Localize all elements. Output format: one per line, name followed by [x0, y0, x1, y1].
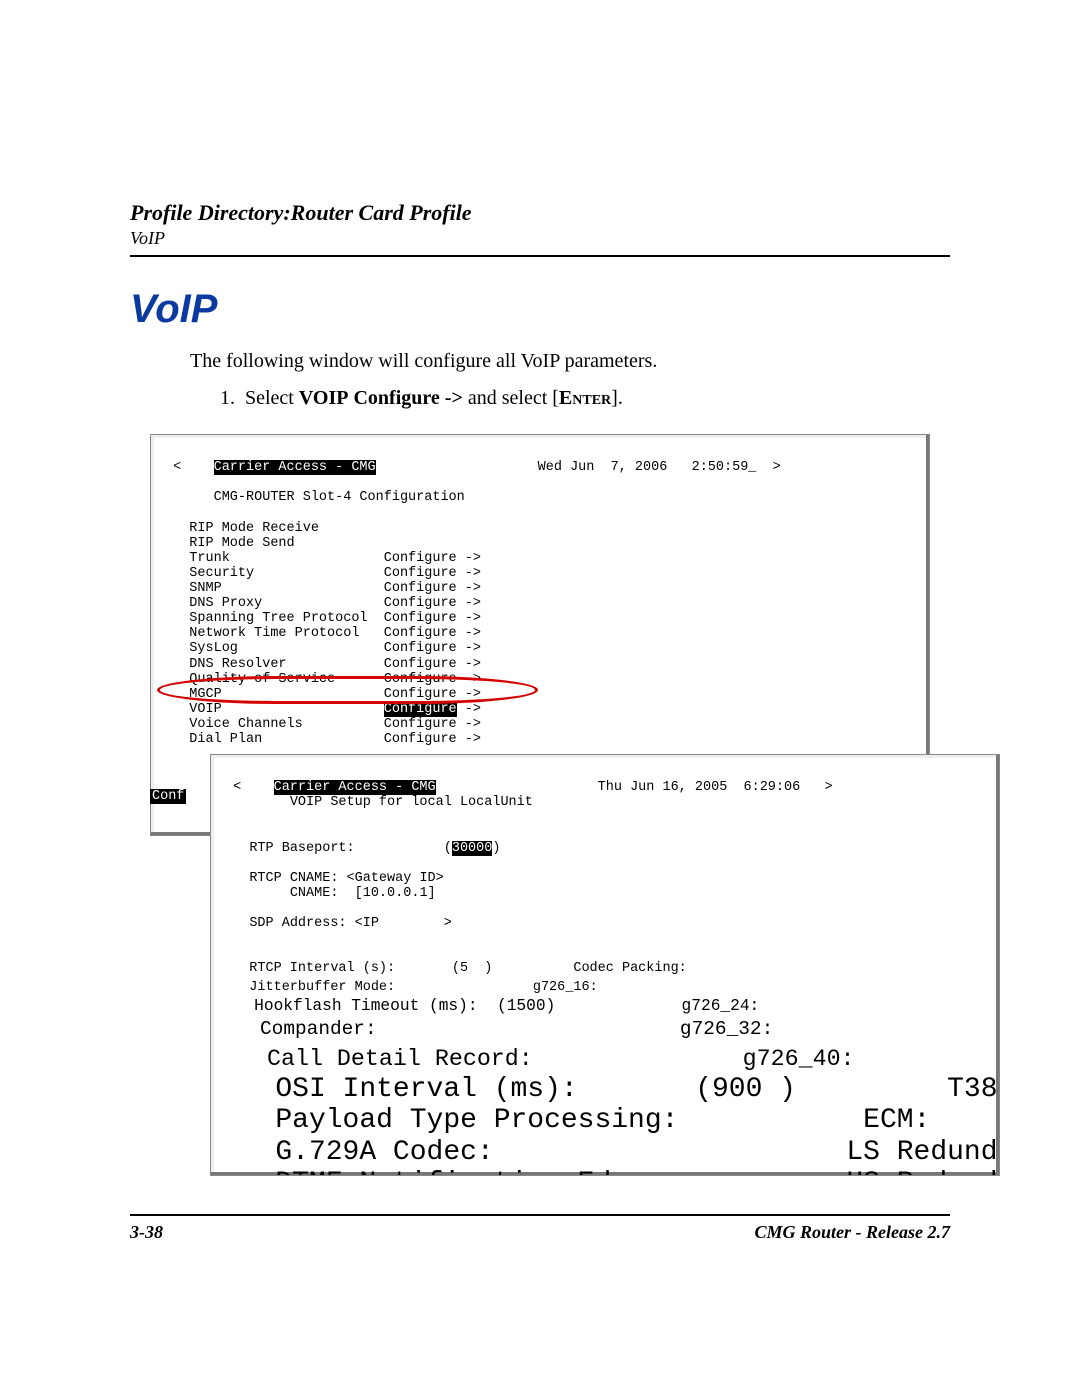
step-text-pre: Select: [245, 387, 299, 409]
terminal-window-2: < Carrier Access - CMG Thu Jun 16, 2005 …: [210, 754, 1000, 1176]
win2-rtp-value[interactable]: 30000: [452, 841, 493, 856]
step-bold-configure: Configure ->: [353, 387, 462, 409]
win1-config-rows: RIP Mode Receive RIP Mode Send Trunk Con…: [165, 521, 481, 748]
win1-title: Carrier Access - CMG: [214, 460, 376, 475]
win1-topbar: < Carrier Access - CMG Wed Jun 7, 2006 2…: [165, 460, 781, 475]
win2-rtp-row: RTP Baseport: (30000): [225, 841, 500, 856]
win2-subtitle: VOIP Setup for local LocalUnit: [225, 795, 533, 810]
footer-page-number: 3-38: [130, 1222, 163, 1243]
win2-columns: RTCP Interval (s): (5 ) Codec Packing: J…: [225, 961, 1000, 1176]
header-sub: VoIP: [130, 228, 950, 249]
intro-text: The following window will configure all …: [190, 350, 950, 373]
step-enter-key: Enter: [559, 387, 611, 409]
page-footer: 3-38 CMG Router - Release 2.7: [130, 1222, 950, 1243]
win2-sdp: SDP Address: <IP >: [225, 916, 452, 931]
header-title: Profile Directory:Router Card Profile: [130, 200, 950, 226]
win2-datetime: Thu Jun 16, 2005 6:29:06: [598, 780, 801, 795]
step-bold-voip: VOIP: [299, 387, 349, 409]
step-number: 1.: [220, 387, 235, 409]
win2-rtcp1: RTCP CNAME: <Gateway ID>: [225, 871, 444, 886]
win2-topbar: < Carrier Access - CMG Thu Jun 16, 2005 …: [225, 780, 833, 795]
step-1: 1. Select VOIP Configure -> and select [E…: [220, 387, 950, 410]
header-rule: [130, 255, 950, 257]
screenshot-group: < Carrier Access - CMG Wed Jun 7, 2006 2…: [130, 434, 950, 1174]
step-text-post: and select [: [463, 387, 559, 409]
footer-rule: [130, 1214, 950, 1216]
win2-title: Carrier Access - CMG: [274, 780, 436, 795]
section-heading: VoIP: [130, 287, 950, 332]
step-close: ].: [611, 387, 623, 409]
win1-subtitle: CMG-ROUTER Slot-4 Configuration: [165, 490, 465, 505]
page-header: Profile Directory:Router Card Profile Vo…: [130, 200, 950, 249]
win1-datetime: Wed Jun 7, 2006 2:50:59_: [538, 460, 757, 475]
conf-tab: Conf: [150, 789, 186, 804]
footer-doc-title: CMG Router - Release 2.7: [755, 1222, 951, 1243]
win2-rtcp2: CNAME: [10.0.0.1]: [225, 886, 436, 901]
